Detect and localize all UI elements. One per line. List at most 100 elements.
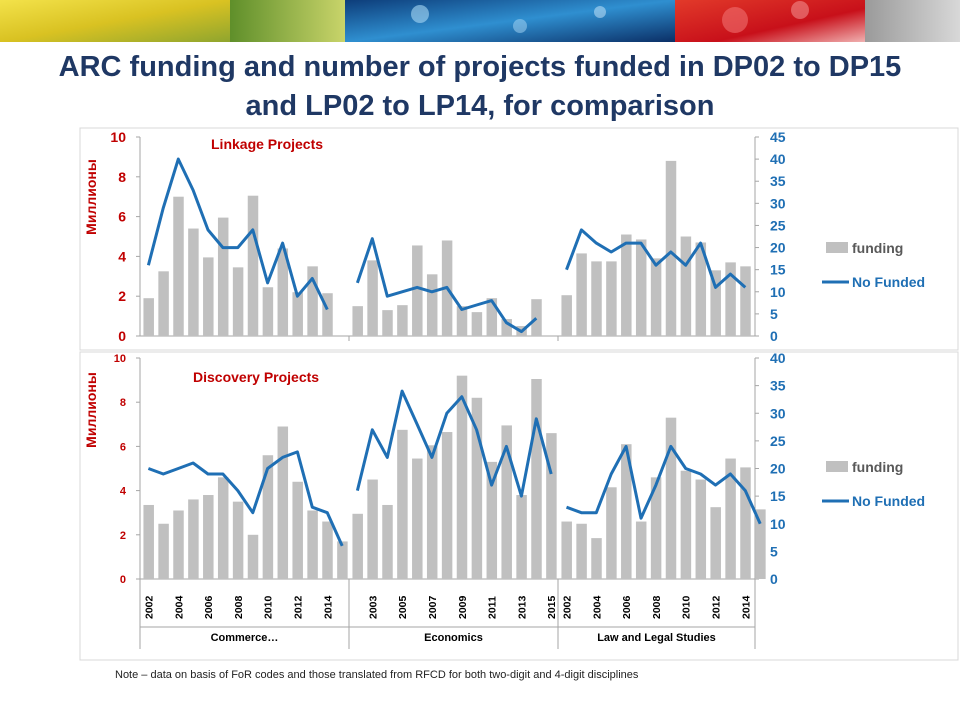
funding-bar (486, 461, 498, 579)
funding-bar (232, 501, 244, 579)
right-tick-label: 30 (770, 195, 786, 211)
x-tick-label: 2014 (322, 595, 334, 619)
legend-line-label: No Funded (852, 274, 925, 290)
funding-bar (382, 310, 393, 336)
projects-line (147, 450, 344, 547)
discovery-ylabel: Миллионы (83, 372, 99, 448)
funding-bar (247, 195, 259, 336)
x-tick-label: 2011 (487, 596, 499, 619)
funding-bar (591, 261, 602, 336)
projects-line (146, 157, 329, 311)
funding-bar (710, 507, 721, 579)
funding-bar (531, 378, 542, 579)
funding-bar (382, 504, 393, 579)
right-tick-label: 15 (770, 262, 786, 278)
x-tick-label: 2007 (427, 595, 439, 619)
funding-bar (143, 504, 154, 579)
left-tick-label: 10 (114, 353, 126, 365)
x-tick-label: 2010 (263, 595, 275, 619)
footnote: Note – data on basis of FoR codes and th… (115, 669, 639, 681)
funding-bar (501, 425, 512, 579)
discovery-annotation: Discovery Projects (193, 369, 319, 385)
funding-bar (412, 458, 423, 579)
funding-bar (576, 253, 587, 336)
x-tick-label: 2008 (651, 595, 663, 619)
funding-bar (173, 196, 184, 336)
funding-bar (352, 306, 363, 336)
left-tick-label: 0 (120, 574, 126, 586)
right-tick-label: 5 (770, 543, 778, 559)
funding-bar (755, 509, 766, 579)
funding-bar (621, 444, 632, 579)
x-tick-label: 2006 (203, 595, 215, 619)
funding-bar (188, 499, 199, 579)
funding-bar (665, 417, 677, 579)
funding-bar (203, 257, 214, 336)
x-tick-label: 2012 (710, 595, 722, 619)
funding-bar (710, 270, 721, 336)
x-tick-label: 2004 (591, 595, 603, 619)
left-tick-label: 4 (120, 486, 127, 498)
funding-bar (247, 534, 259, 579)
funding-bar (621, 234, 632, 336)
funding-bar (352, 513, 363, 579)
right-tick-label: 40 (770, 350, 786, 366)
funding-bar (397, 305, 408, 336)
funding-bar (173, 510, 184, 579)
right-tick-label: 10 (770, 284, 786, 300)
funding-bar (397, 429, 408, 579)
funding-bar (606, 261, 617, 336)
x-tick-label: 2010 (681, 595, 693, 619)
funding-bar (456, 306, 468, 336)
left-tick-label: 4 (118, 248, 126, 264)
decorative-banner (0, 0, 960, 42)
funding-bar (158, 523, 169, 579)
category-label: Commerce… (211, 632, 279, 644)
x-tick-label: 2005 (397, 595, 409, 619)
x-tick-label: 2014 (740, 595, 752, 619)
funding-bar (561, 521, 572, 579)
funding-bar (606, 487, 617, 579)
funding-bar (740, 467, 751, 579)
funding-bar (217, 217, 229, 336)
x-tick-label: 2006 (621, 595, 633, 619)
x-tick-label: 2015 (546, 595, 558, 619)
projects-line (565, 444, 762, 525)
right-tick-label: 35 (770, 378, 786, 394)
legend-funding-swatch (826, 242, 848, 253)
left-tick-label: 8 (118, 169, 126, 185)
right-tick-label: 35 (770, 173, 786, 189)
funding-bar (426, 445, 438, 579)
funding-bar (143, 298, 154, 336)
funding-bar (322, 521, 333, 579)
x-tick-label: 2013 (516, 595, 528, 619)
funding-bar (262, 287, 274, 336)
x-tick-label: 2012 (292, 595, 304, 619)
left-tick-label: 2 (120, 530, 126, 542)
right-tick-label: 25 (770, 433, 786, 449)
slide-title: ARC funding and number of projects funde… (0, 48, 960, 126)
x-tick-label: 2002 (561, 595, 573, 619)
left-tick-label: 6 (120, 441, 126, 453)
projects-line (355, 389, 553, 498)
funding-bar (412, 245, 423, 336)
funding-bar (680, 236, 692, 336)
funding-bar (292, 292, 303, 336)
left-tick-label: 10 (110, 129, 126, 145)
legend-funding-label: funding (852, 459, 903, 475)
chart-frame-discovery (79, 351, 959, 661)
funding-bar (576, 523, 587, 579)
funding-bar (337, 541, 348, 579)
funding-bar (307, 510, 318, 579)
right-tick-label: 15 (770, 488, 786, 504)
right-tick-label: 45 (770, 129, 786, 145)
funding-bar (277, 248, 289, 336)
linkage-plot: 0 2 4 6 8 10 0 5 10 15 20 25 30 35 40 45 (110, 129, 785, 344)
funding-bar (740, 266, 751, 336)
x-tick-label: 2002 (143, 595, 155, 619)
chart-frame-linkage (79, 127, 959, 351)
funding-bar (426, 274, 438, 336)
funding-bar (665, 160, 677, 336)
x-tick-label: 2003 (367, 595, 379, 619)
